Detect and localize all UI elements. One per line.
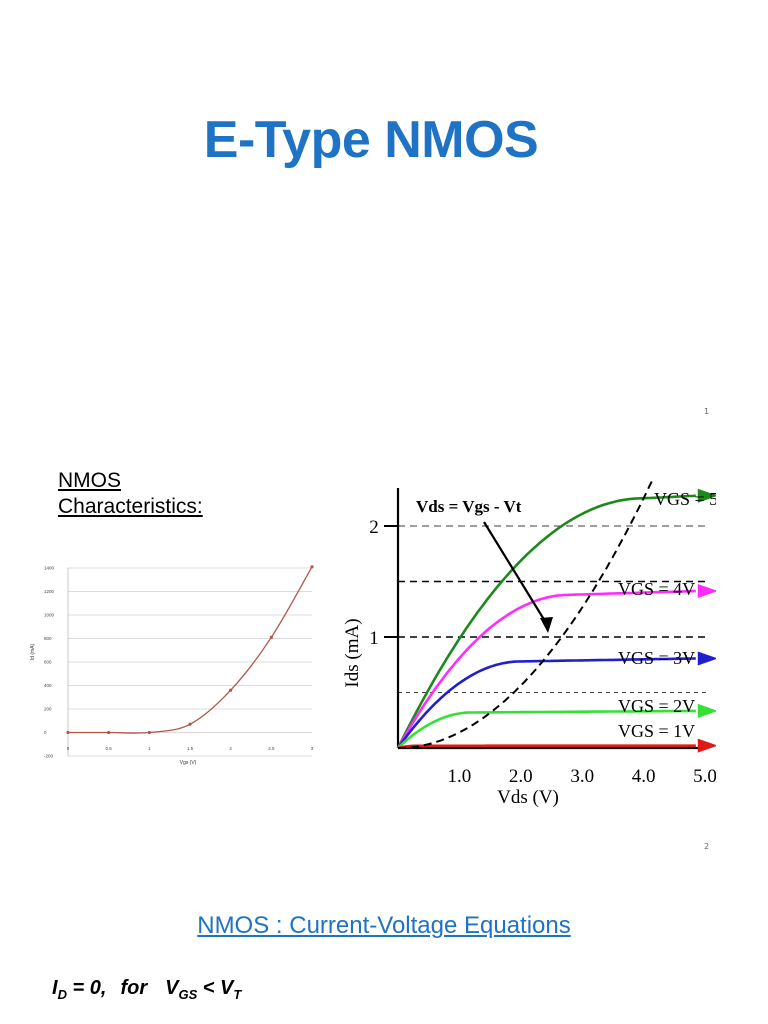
curve-label-vgs-3v: VGS = 3V [618, 648, 695, 668]
x-axis-label: Vds (V) [497, 787, 559, 808]
x-tick-label: 0.5 [106, 746, 113, 751]
y-axis-label: Ids (mA) [342, 618, 363, 687]
curve-arrowhead [697, 651, 716, 666]
data-points [66, 565, 314, 735]
x-tick-label: 2 [229, 746, 232, 751]
data-point [147, 730, 151, 735]
data-point [107, 730, 111, 735]
y-tick-label: 1000 [44, 613, 55, 618]
saturation-locus [398, 478, 654, 749]
y-tick-label: 600 [44, 660, 52, 665]
section-heading-line2: Characteristics: [58, 495, 203, 518]
slide-title: E-Type NMOS [203, 111, 539, 169]
y-tick-label: 1200 [44, 589, 55, 594]
x-tick-label: 1.5 [187, 746, 194, 751]
axes [396, 488, 706, 750]
chart-grid [67, 567, 312, 757]
x-tick-labels: 0 0.5 1 1.5 2 2.5 3 [67, 746, 314, 751]
x-tick-label: 1 [148, 746, 151, 751]
x-tick-label: 3.0 [570, 766, 594, 787]
curve-label-vgs-5v: VGS = 5V [654, 489, 716, 509]
y-tick-label: 800 [44, 636, 52, 641]
y-axis-label: Id (mA) [30, 643, 36, 660]
data-point [229, 688, 233, 692]
curve-label-vgs-4v: VGS = 4V [618, 579, 695, 599]
y-tick-label: 400 [44, 683, 52, 688]
page-number-1: 1 [704, 407, 710, 416]
curve-labels: VGS = 5V VGS = 4V VGS = 3V VGS = 2V VGS = 1V [618, 489, 716, 741]
x-tick-labels: 1.0 2.0 3.0 4.0 5.0 [448, 766, 716, 787]
y-tick-label: 2 [369, 517, 379, 538]
x-tick-label: 0 [67, 746, 70, 751]
curve-arrowhead [697, 738, 716, 753]
annotation-arrow-line [483, 521, 549, 627]
x-tick-label: 5.0 [693, 766, 716, 787]
curve-label-vgs-2v: VGS = 2V [618, 696, 695, 716]
annotation-arrow-head [540, 617, 553, 633]
y-tick-label: 1400 [44, 566, 55, 571]
curve-vgs-3v [396, 657, 696, 749]
x-tick-label: 1.0 [448, 766, 472, 787]
curve-vgs-5v [396, 494, 696, 749]
x-tick-label: 2.5 [268, 746, 275, 751]
x-tick-label: 3 [311, 746, 314, 751]
saturation-gridlines [398, 525, 706, 693]
curve-label-vgs-1v: VGS = 1V [618, 721, 695, 741]
y-tick-labels: -200 0 200 400 600 800 1000 1200 1400 [44, 566, 55, 759]
data-point [66, 730, 70, 735]
y-tick-label: 200 [44, 707, 52, 712]
section-heading-line1: NMOS [58, 469, 121, 492]
id-vs-vgs-chart: -200 0 200 400 600 800 1000 1200 1400 0 0.5 1 1.5 2 2… [30, 565, 314, 766]
equations-title: NMOS : Current-Voltage Equations [197, 912, 571, 939]
equation: ID = 0, for VGS < VT [52, 970, 352, 1012]
x-tick-label: 2.0 [509, 766, 533, 787]
curve-arrowhead [697, 488, 716, 503]
x-axis-label: Vgs (V) [180, 760, 197, 766]
x-tick-label: 4.0 [632, 766, 656, 787]
y-tick-label: -200 [44, 754, 54, 759]
annotation: Vds = Vgs - Vt [416, 497, 553, 633]
y-tick-label: 0 [44, 730, 47, 735]
curve-vgs-1v [397, 744, 696, 750]
curves [396, 488, 716, 753]
annotation-label: Vds = Vgs - Vt [416, 497, 522, 516]
curve-arrowhead [697, 584, 716, 599]
y-tick-label: 1 [369, 628, 379, 649]
curve-arrowhead [697, 703, 716, 718]
curve-vgs-2v [397, 709, 696, 749]
page-number-2: 2 [704, 842, 710, 851]
data-point [269, 635, 273, 639]
equation-graphic: ID = 0, for VGS < VT [52, 977, 242, 1002]
curve-vgs-4v [396, 589, 696, 749]
section-heading: NMOS Characteristics: [58, 468, 203, 520]
data-point [188, 722, 192, 726]
data-point [310, 565, 314, 569]
y-tick-labels: 12 [369, 517, 398, 649]
